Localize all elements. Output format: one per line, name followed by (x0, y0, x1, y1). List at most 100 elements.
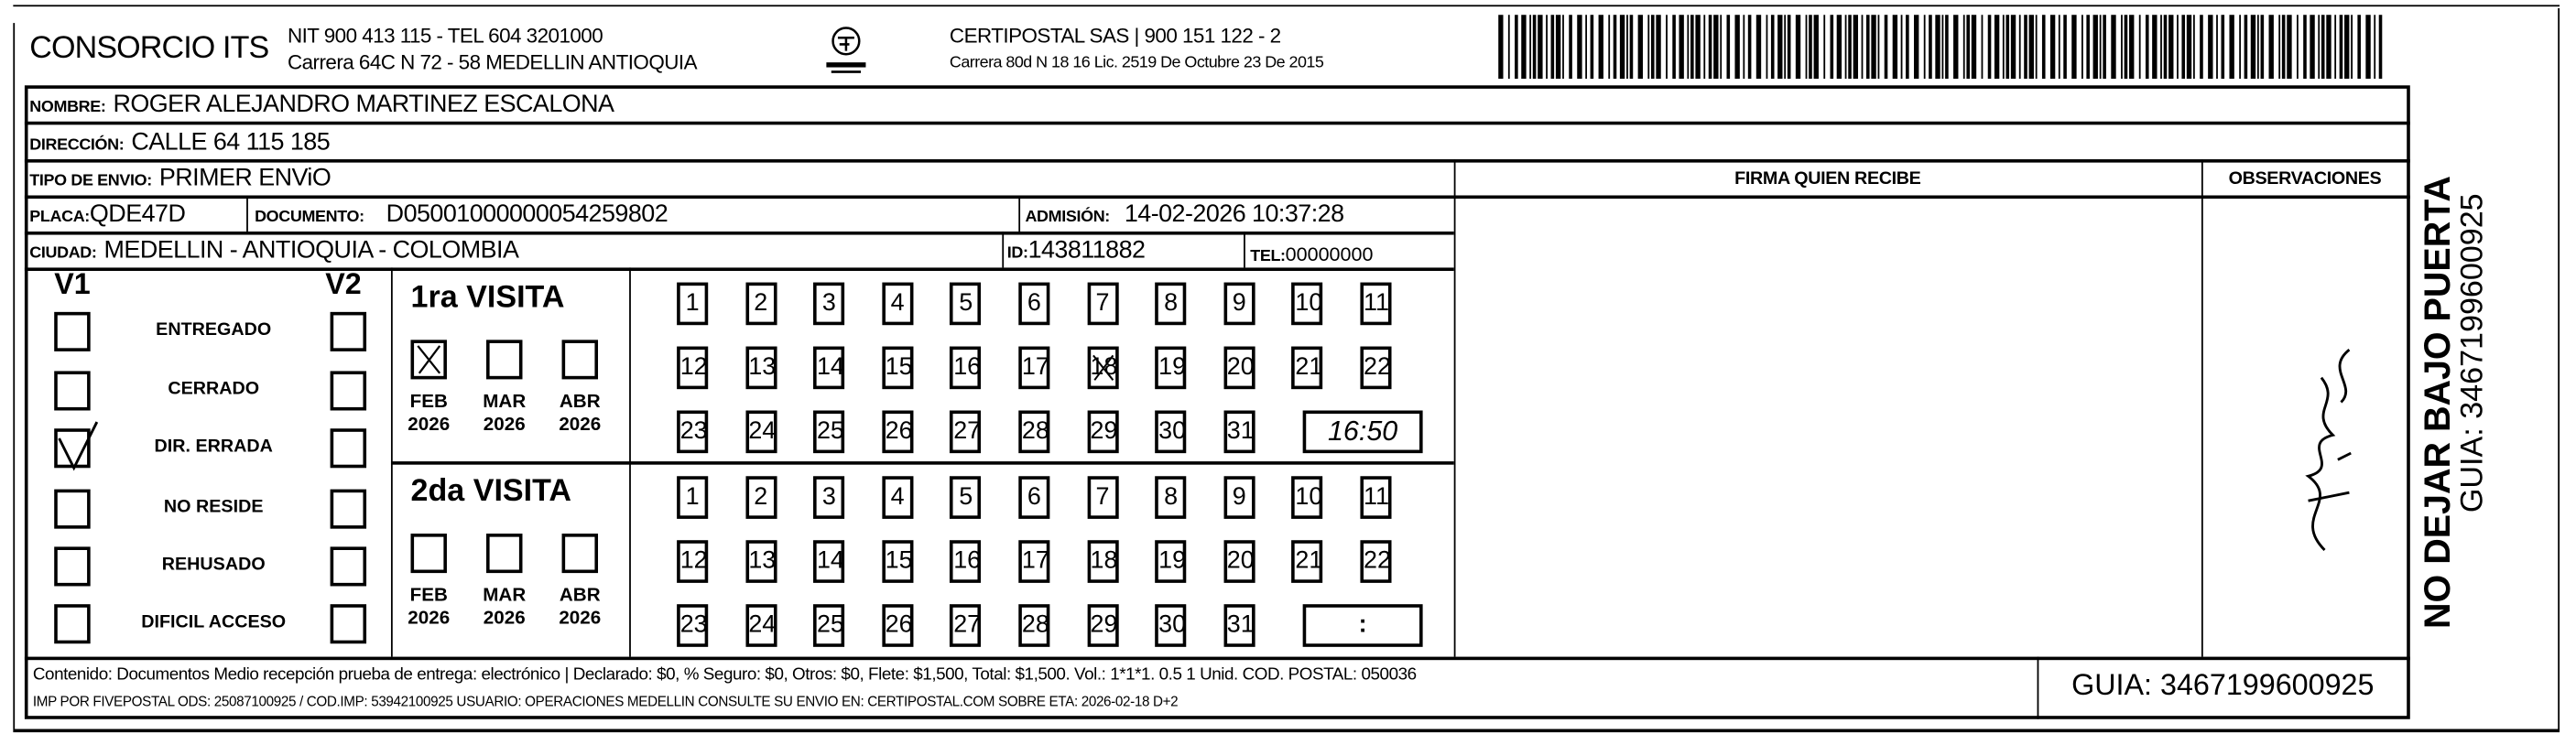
day-box-4[interactable]: 4 (882, 476, 914, 519)
day-box-20[interactable]: 20 (1223, 540, 1255, 583)
day-box-21[interactable]: 21 (1291, 346, 1323, 390)
month-checkbox[interactable] (486, 340, 523, 380)
day-box-2[interactable]: 2 (745, 282, 777, 326)
v1-checkbox[interactable] (54, 546, 91, 587)
visit-time-box[interactable]: 16:50 (1302, 410, 1423, 454)
day-box-5[interactable]: 5 (950, 476, 982, 519)
day-box-9[interactable]: 9 (1223, 282, 1255, 326)
day-box-26[interactable]: 26 (882, 604, 914, 647)
day-box-22[interactable]: 22 (1360, 540, 1392, 583)
day-box-3[interactable]: 3 (813, 476, 845, 519)
day-box-6[interactable]: 6 (1018, 476, 1050, 519)
month-name: MAR (483, 586, 527, 606)
day-box-15[interactable]: 15 (882, 540, 914, 583)
day-box-6[interactable]: 6 (1018, 282, 1050, 326)
barcode-bar (1884, 15, 1888, 80)
day-box-16[interactable]: 16 (950, 346, 982, 390)
day-box-8[interactable]: 8 (1155, 476, 1187, 519)
month-checkbox[interactable] (410, 340, 447, 380)
day-box-30[interactable]: 30 (1155, 410, 1187, 454)
day-box-4[interactable]: 4 (882, 282, 914, 326)
day-box-13[interactable]: 13 (745, 346, 777, 390)
day-box-12[interactable]: 12 (677, 540, 709, 583)
barcode-bar (2321, 15, 2325, 80)
day-box-7[interactable]: 7 (1086, 476, 1118, 519)
day-box-19[interactable]: 19 (1155, 346, 1187, 390)
month-checkbox[interactable] (410, 534, 447, 574)
day-box-3[interactable]: 3 (813, 282, 845, 326)
v1-checkbox[interactable] (54, 371, 91, 411)
v1-checkbox[interactable] (54, 311, 91, 351)
month-checkbox[interactable] (486, 534, 523, 574)
day-box-20[interactable]: 20 (1223, 346, 1255, 390)
day-box-29[interactable]: 29 (1086, 410, 1118, 454)
barcode-bar (2318, 15, 2321, 80)
day-box-25[interactable]: 25 (813, 410, 845, 454)
day-box-30[interactable]: 30 (1155, 604, 1187, 647)
day-box-14[interactable]: 14 (813, 346, 845, 390)
month-checkbox[interactable] (561, 534, 599, 574)
day-box-24[interactable]: 24 (745, 604, 777, 647)
day-box-23[interactable]: 23 (677, 410, 709, 454)
barcode-bar (1935, 15, 1940, 80)
v2-checkbox[interactable] (330, 371, 367, 411)
signature-area[interactable] (1454, 195, 2201, 656)
day-box-29[interactable]: 29 (1086, 604, 1118, 647)
day-box-18[interactable]: 18 (1086, 540, 1118, 583)
day-box-28[interactable]: 28 (1018, 410, 1050, 454)
day-box-24[interactable]: 24 (745, 410, 777, 454)
form-table (24, 85, 2410, 719)
v2-checkbox[interactable] (330, 489, 367, 529)
barcode-bar (2152, 15, 2158, 80)
day-box-26[interactable]: 26 (882, 410, 914, 454)
day-box-19[interactable]: 19 (1155, 540, 1187, 583)
v2-checkbox[interactable] (330, 546, 367, 587)
day-box-1[interactable]: 1 (677, 282, 709, 326)
v1-checkbox[interactable] (54, 489, 91, 529)
day-box-17[interactable]: 17 (1018, 346, 1050, 390)
day-box-10[interactable]: 10 (1291, 476, 1323, 519)
day-box-5[interactable]: 5 (950, 282, 982, 326)
day-box-31[interactable]: 31 (1223, 604, 1255, 647)
day-box-7[interactable]: 7 (1086, 282, 1118, 326)
day-box-2[interactable]: 2 (745, 476, 777, 519)
carrier-name: CERTIPOSTAL SAS | 900 151 122 - 2 (949, 24, 1281, 49)
day-box-16[interactable]: 16 (950, 540, 982, 583)
day-box-22[interactable]: 22 (1360, 346, 1392, 390)
day-box-28[interactable]: 28 (1018, 604, 1050, 647)
day-box-18[interactable]: 18 (1086, 346, 1118, 390)
day-box-8[interactable]: 8 (1155, 282, 1187, 326)
direccion-field: DIRECCIÓN: CALLE 64 115 185 (29, 128, 330, 157)
day-box-12[interactable]: 12 (677, 346, 709, 390)
day-box-27[interactable]: 27 (950, 410, 982, 454)
visit-time-box[interactable]: : (1302, 604, 1423, 647)
barcode-bar (1945, 15, 1949, 80)
day-box-9[interactable]: 9 (1223, 476, 1255, 519)
barcode-bar (1687, 15, 1690, 80)
barcode-bar (2256, 15, 2259, 80)
day-box-27[interactable]: 27 (950, 604, 982, 647)
day-box-14[interactable]: 14 (813, 540, 845, 583)
day-box-13[interactable]: 13 (745, 540, 777, 583)
day-box-25[interactable]: 25 (813, 604, 845, 647)
day-box-23[interactable]: 23 (677, 604, 709, 647)
barcode-bar (2024, 15, 2027, 80)
v2-checkbox[interactable] (330, 604, 367, 644)
barcode-bar (1613, 15, 1617, 80)
day-box-31[interactable]: 31 (1223, 410, 1255, 454)
month-name: ABR (559, 586, 601, 606)
day-box-21[interactable]: 21 (1291, 540, 1323, 583)
day-box-11[interactable]: 11 (1360, 282, 1392, 326)
v2-label: V2 (325, 267, 362, 301)
day-box-17[interactable]: 17 (1018, 540, 1050, 583)
v2-checkbox[interactable] (330, 311, 367, 351)
day-box-1[interactable]: 1 (677, 476, 709, 519)
v2-checkbox[interactable] (330, 428, 367, 469)
v1-checkbox[interactable] (54, 421, 99, 471)
v1-checkbox[interactable] (54, 604, 91, 644)
day-box-11[interactable]: 11 (1360, 476, 1392, 519)
day-box-10[interactable]: 10 (1291, 282, 1323, 326)
barcode-bar (1853, 15, 1859, 80)
month-checkbox[interactable] (561, 340, 599, 380)
day-box-15[interactable]: 15 (882, 346, 914, 390)
